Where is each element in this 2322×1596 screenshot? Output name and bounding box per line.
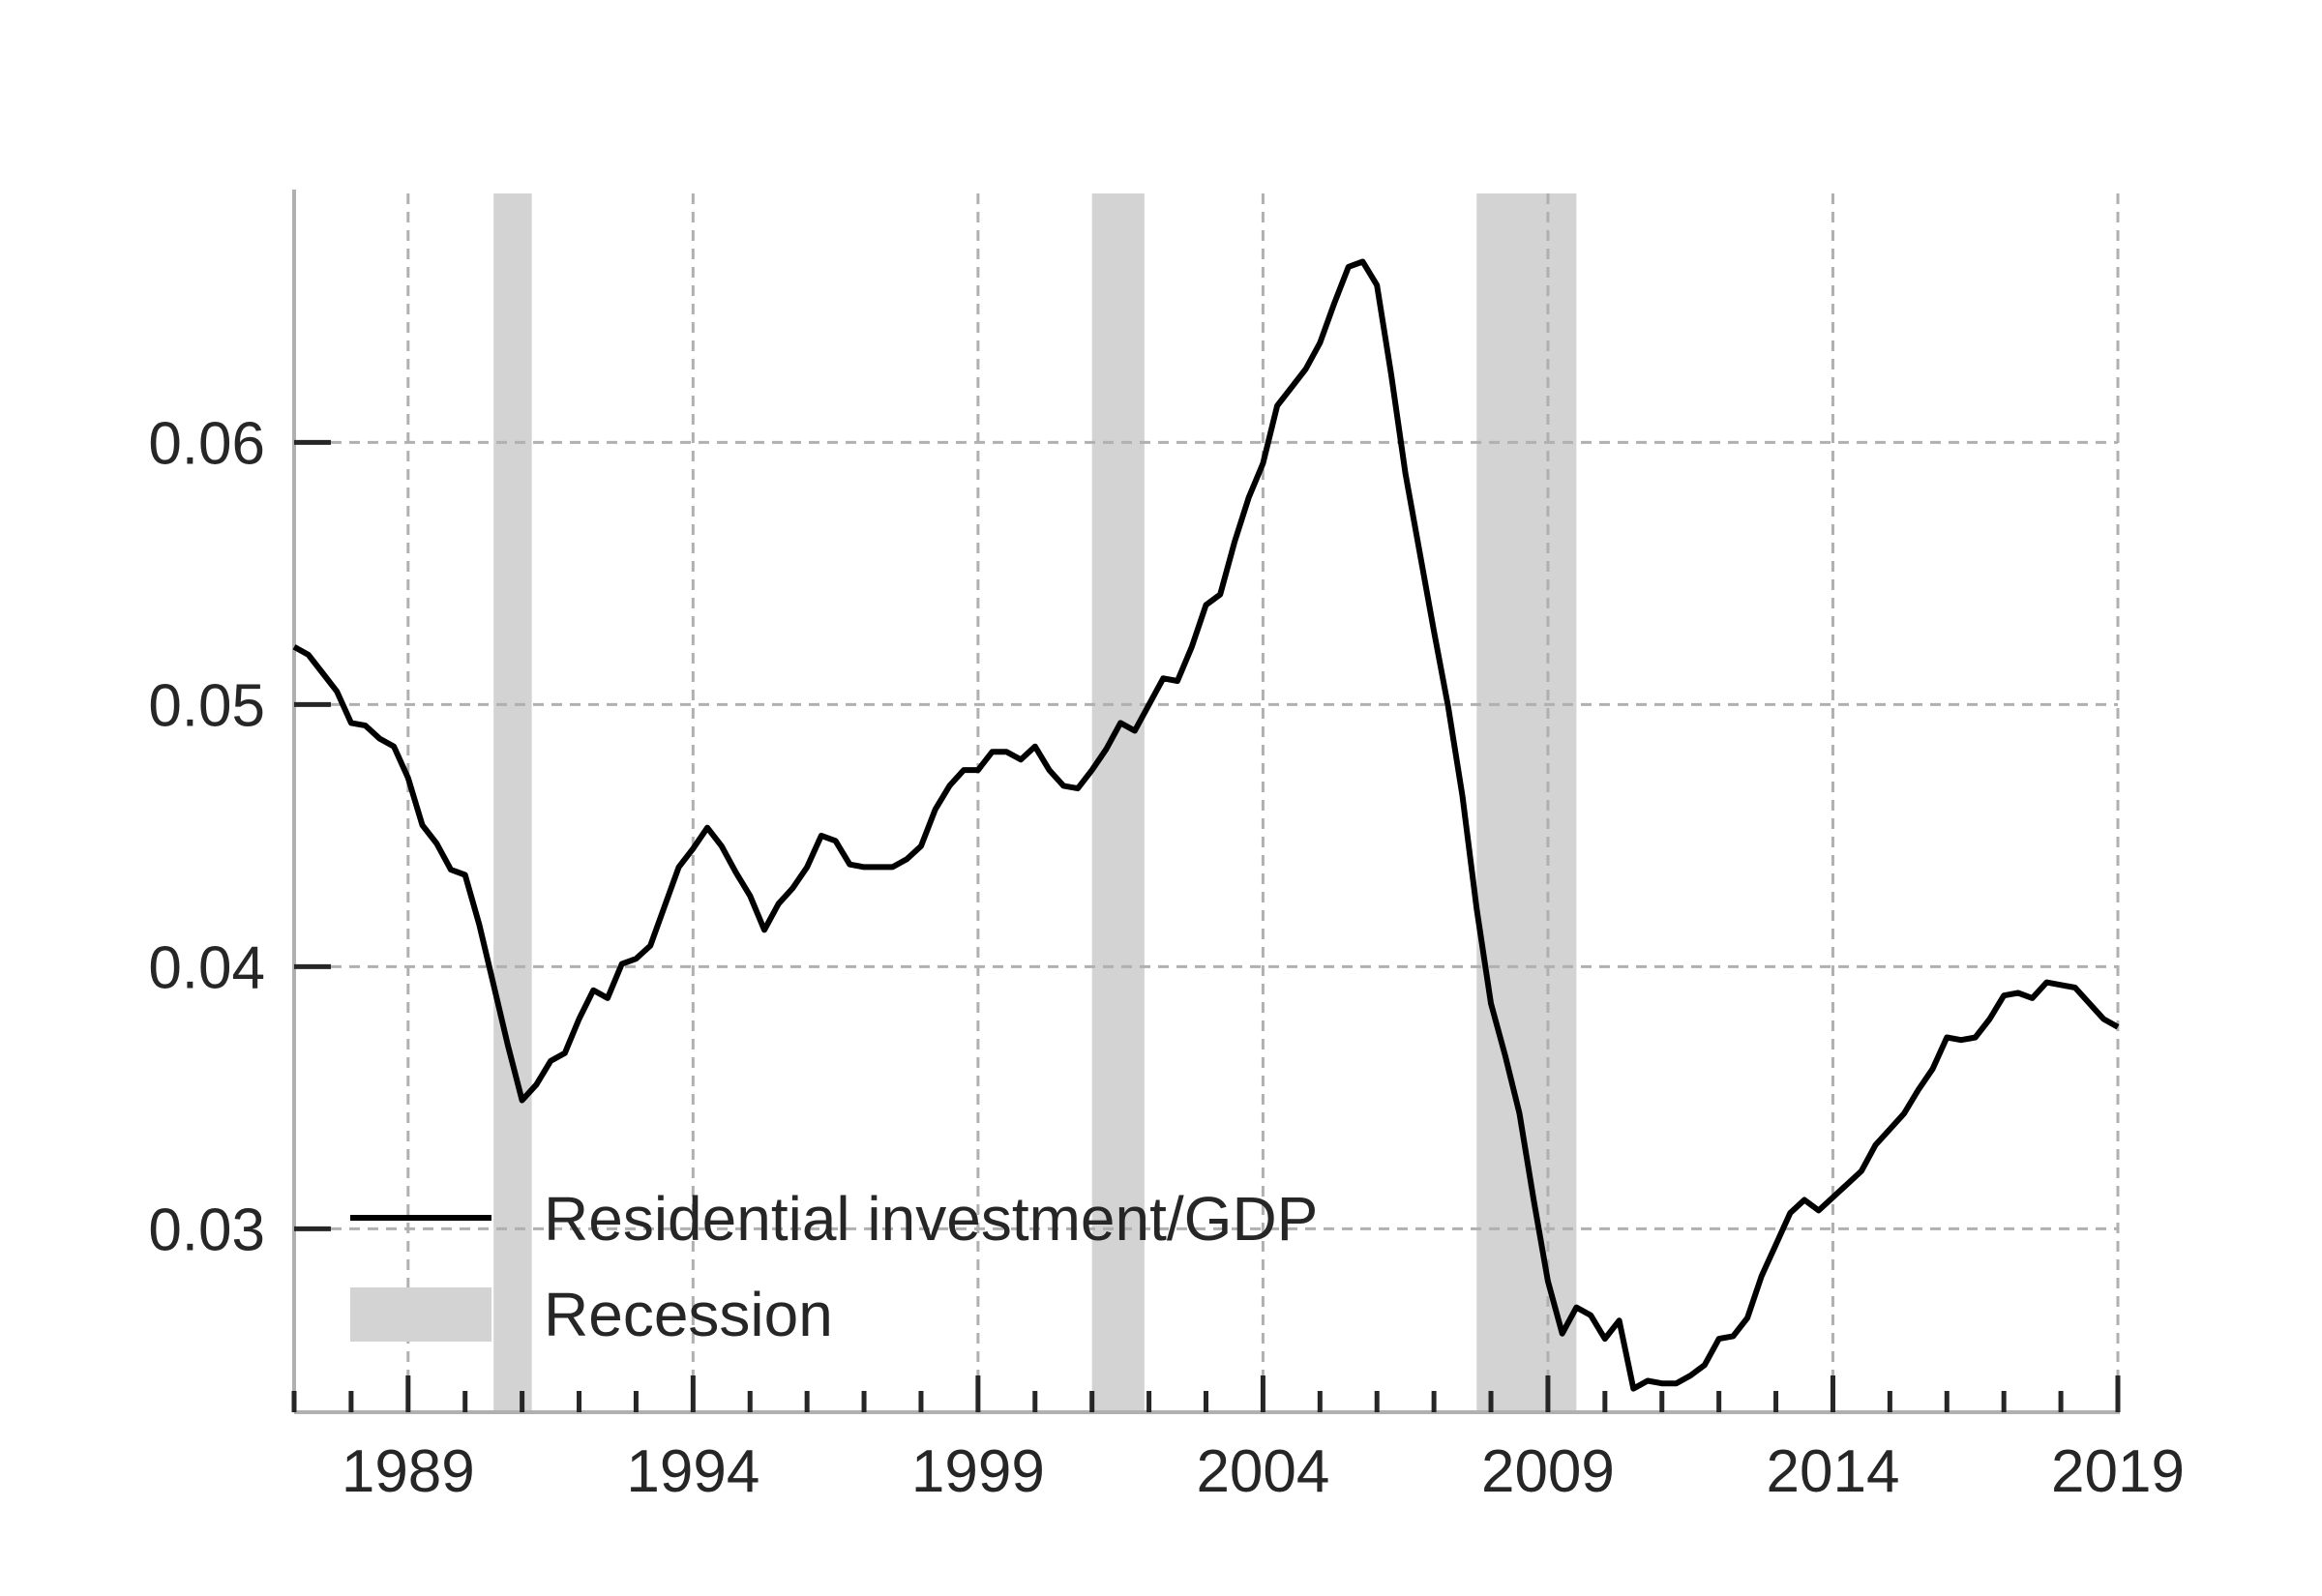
y-tick-label-0.03: 0.03 xyxy=(148,1197,265,1263)
recession-bands xyxy=(493,193,1577,1412)
legend-label-recession: Recession xyxy=(544,1280,833,1349)
series-line-0 xyxy=(292,258,2120,1392)
x-tick-label-2009: 2009 xyxy=(1481,1438,1615,1505)
tick-labels: 0.03 0.04 0.05 0.06 1989 1994 1999 2004 2009 2014… xyxy=(148,410,2185,1505)
legend-recession-swatch xyxy=(350,1287,491,1342)
recession-band-2 xyxy=(1476,193,1577,1412)
x-tick-label-2004: 2004 xyxy=(1196,1438,1329,1505)
x-tick-label-1989: 1989 xyxy=(342,1438,475,1505)
series-lines xyxy=(292,258,2120,1392)
y-tick-label-0.06: 0.06 xyxy=(148,410,265,477)
y-tick-label-0.05: 0.05 xyxy=(148,672,265,739)
y-tick-label-0.04: 0.04 xyxy=(148,934,265,1001)
recession-band-0 xyxy=(493,193,532,1412)
x-tick-label-2019: 2019 xyxy=(2051,1438,2185,1505)
legend: Residential investment/GDP Recession xyxy=(350,1184,1318,1349)
x-tick-label-1994: 1994 xyxy=(626,1438,759,1505)
gridlines xyxy=(294,193,2120,1412)
recession-band-1 xyxy=(1091,193,1145,1412)
axes xyxy=(291,190,2121,1414)
x-tick-label-1999: 1999 xyxy=(911,1438,1045,1505)
x-tick-label-2014: 2014 xyxy=(1767,1438,1900,1505)
legend-label-series: Residential investment/GDP xyxy=(544,1184,1318,1254)
